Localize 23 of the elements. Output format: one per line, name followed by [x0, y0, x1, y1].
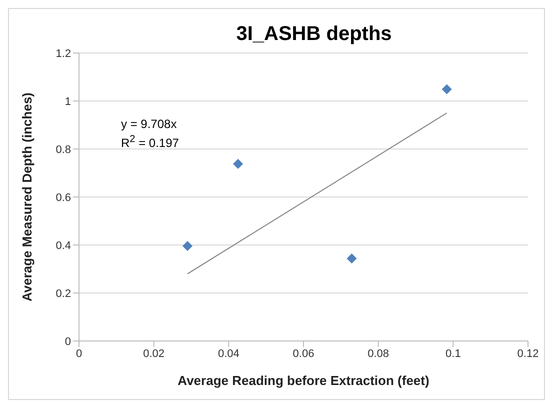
x-tick-label: 0.08	[368, 348, 390, 360]
annotation: R$^{2}$ = 0.197	[121, 133, 179, 151]
x-tick-label: 0.12	[517, 348, 539, 360]
point	[442, 84, 452, 94]
point	[233, 158, 244, 169]
point	[182, 240, 193, 251]
x-tick-label: 0.06	[292, 348, 314, 360]
y-tick-label: 1	[64, 96, 71, 108]
y-tick-label: 0.4	[56, 240, 71, 252]
x-tick-label: 0	[76, 348, 82, 360]
y-axis-title: Average Measured Depth (inches)	[20, 92, 35, 302]
annotation: y = 9.708x	[121, 117, 178, 132]
y-tick-label: 0.8	[56, 144, 71, 156]
x-tick-label: 0.04	[218, 348, 240, 360]
x-axis-title: Average Reading before Extraction (feet)	[178, 373, 430, 388]
y-tick-label: 0.6	[56, 192, 71, 204]
x-tick-label: 0.1	[446, 348, 461, 360]
point	[346, 253, 357, 264]
chart-title: 3I_ASHB depths	[235, 23, 393, 46]
y-tick-label: 0.2	[56, 288, 71, 300]
y-tick-label: 1.2	[56, 48, 71, 60]
y-tick-label: 0	[64, 336, 71, 348]
x-tick-label: 0.02	[143, 348, 165, 360]
